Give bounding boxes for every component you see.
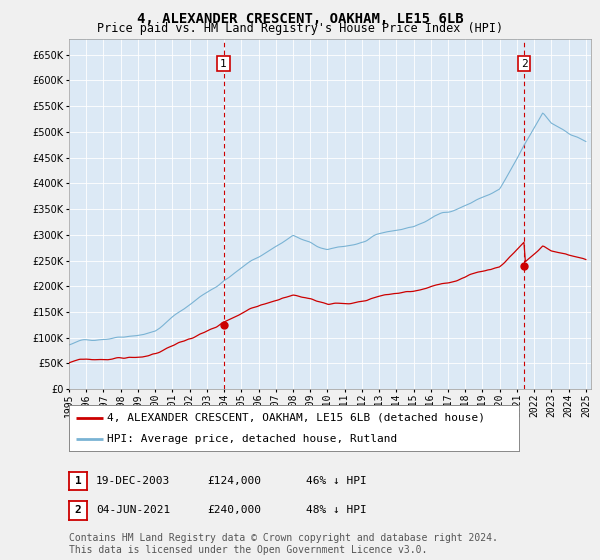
Text: Price paid vs. HM Land Registry's House Price Index (HPI): Price paid vs. HM Land Registry's House … (97, 22, 503, 35)
Text: Contains HM Land Registry data © Crown copyright and database right 2024.
This d: Contains HM Land Registry data © Crown c… (69, 533, 498, 555)
Text: HPI: Average price, detached house, Rutland: HPI: Average price, detached house, Rutl… (107, 434, 398, 444)
Text: 1: 1 (74, 476, 82, 486)
Text: 46% ↓ HPI: 46% ↓ HPI (306, 476, 367, 486)
Text: 19-DEC-2003: 19-DEC-2003 (96, 476, 170, 486)
Text: 2: 2 (74, 506, 82, 515)
Text: 04-JUN-2021: 04-JUN-2021 (96, 506, 170, 515)
Text: £124,000: £124,000 (207, 476, 261, 486)
Text: 48% ↓ HPI: 48% ↓ HPI (306, 506, 367, 515)
Text: £240,000: £240,000 (207, 506, 261, 515)
Text: 2: 2 (521, 59, 528, 69)
Text: 4, ALEXANDER CRESCENT, OAKHAM, LE15 6LB: 4, ALEXANDER CRESCENT, OAKHAM, LE15 6LB (137, 12, 463, 26)
Text: 4, ALEXANDER CRESCENT, OAKHAM, LE15 6LB (detached house): 4, ALEXANDER CRESCENT, OAKHAM, LE15 6LB … (107, 413, 485, 423)
Text: 1: 1 (220, 59, 227, 69)
